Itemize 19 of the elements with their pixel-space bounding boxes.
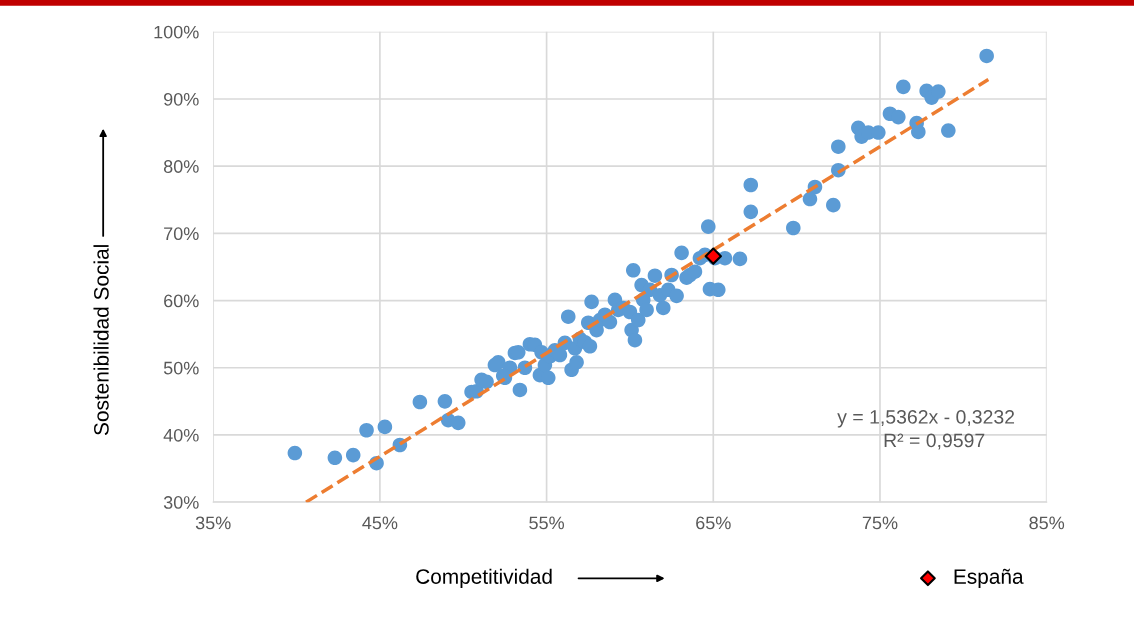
legend-label: España [954, 568, 1024, 589]
annotation: y = 1,5362x - 0,3232 [837, 410, 1015, 428]
y-tick-label: 100% [154, 25, 199, 39]
y-axis-title: Sostenibilidad Social [93, 245, 109, 436]
y-tick-label: 50% [163, 361, 199, 375]
y-tick-label: 90% [164, 92, 199, 106]
y-tick-label: 70% [164, 227, 199, 241]
y-tick-label: 30% [163, 496, 199, 509]
x-axis-title: Competitividad [416, 568, 552, 589]
annotation: R² = 0,9597 [884, 433, 985, 450]
x-tick-label: 85% [1029, 516, 1065, 530]
y-tick-label: 80% [163, 160, 199, 173]
x-tick-label: 55% [529, 516, 565, 530]
x-tick-label: 65% [696, 516, 731, 530]
x-tick-label: 45% [362, 516, 398, 530]
y-tick-label: 40% [163, 428, 199, 442]
y-tick-label: 60% [164, 294, 199, 308]
x-tick-label: 75% [862, 516, 898, 530]
x-tick-label: 35% [195, 516, 231, 530]
